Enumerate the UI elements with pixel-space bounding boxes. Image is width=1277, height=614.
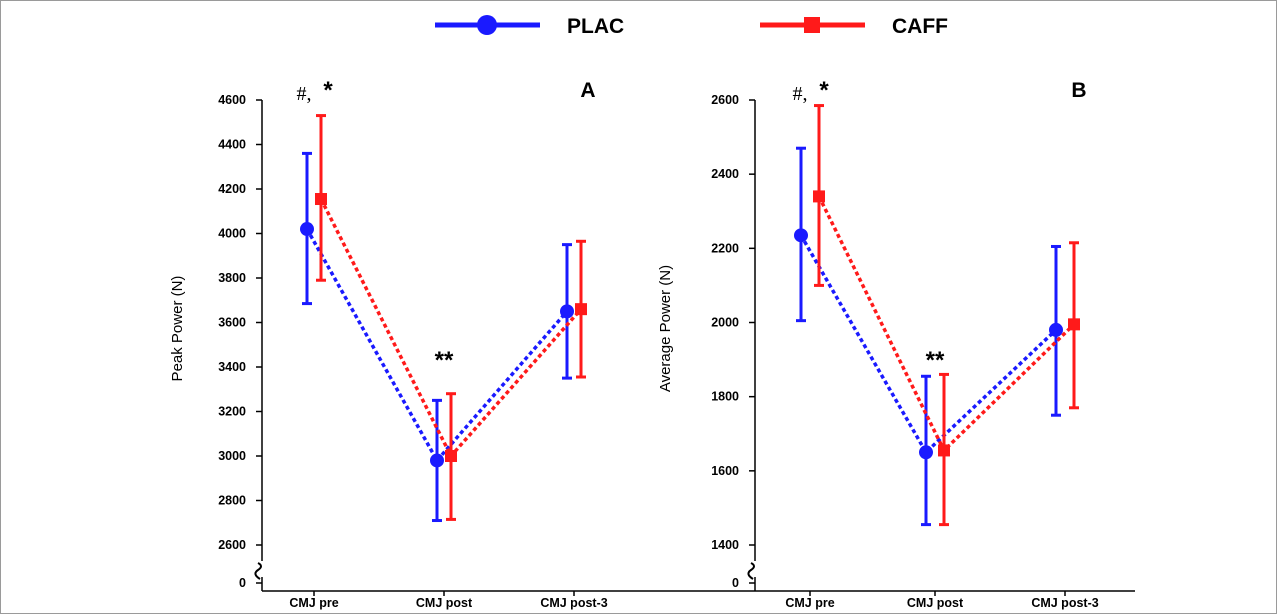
data-point-caff <box>445 450 457 462</box>
series-line-caff <box>817 195 1076 454</box>
legend-marker-caff <box>804 17 820 33</box>
data-point-caff <box>575 303 587 316</box>
legend-label-caff: CAFF <box>892 15 948 38</box>
annotation: * <box>819 77 829 104</box>
y-tick-label: 1400 <box>711 538 739 552</box>
y-tick-label: 3800 <box>218 271 246 285</box>
data-point-plac <box>794 228 808 243</box>
x-tick-label: CMJ pre <box>289 596 338 610</box>
x-tick-label: CMJ pre <box>785 596 834 610</box>
data-point-caff <box>315 193 327 206</box>
y-tick-label: 2200 <box>711 241 739 255</box>
y-tick-label: 0 <box>239 576 246 590</box>
annotation: ** <box>435 347 454 374</box>
data-point-plac <box>560 304 574 319</box>
data-point-plac <box>300 222 314 237</box>
annotation: * <box>323 77 333 104</box>
y-tick-label: 4000 <box>218 227 246 241</box>
annotation: ** <box>926 347 945 374</box>
annotation: #, <box>297 83 312 105</box>
data-point-plac <box>919 445 933 460</box>
panel-a: 0 2600 2800 3000 3200 3400 3600 3800 4000 4200 440… <box>169 77 755 610</box>
y-tick-label: 4600 <box>218 93 246 107</box>
legend: PLAC CAFF <box>435 15 948 38</box>
axis-break-mark <box>254 562 262 580</box>
y-tick-label: 4200 <box>218 182 246 196</box>
x-tick-label: CMJ post <box>416 596 473 610</box>
data-point-plac <box>430 453 444 468</box>
y-tick-label: 3400 <box>218 360 246 374</box>
data-point-caff <box>813 190 825 203</box>
legend-marker-plac <box>477 15 497 35</box>
x-tick-label: CMJ post-3 <box>1031 596 1098 610</box>
y-tick-label: 0 <box>732 576 739 590</box>
panel-b: 0 1400 1600 1800 2000 2200 2400 2600 CMJ pre CMJ … <box>657 77 1135 610</box>
y-tick-label: 3000 <box>218 449 246 463</box>
data-point-plac <box>1049 322 1063 337</box>
y-tick-label: 2600 <box>218 538 246 552</box>
panel-letter: B <box>1071 79 1086 102</box>
axis-break-mark <box>747 562 755 580</box>
x-tick-label: CMJ post <box>907 596 964 610</box>
y-tick-label: 1600 <box>711 464 739 478</box>
annotation: #, <box>793 83 808 105</box>
y-tick-label: 2000 <box>711 316 739 330</box>
y-tick-label: 3200 <box>218 405 246 419</box>
y-tick-label: 3600 <box>218 316 246 330</box>
data-point-caff <box>938 444 950 457</box>
y-tick-label: 4400 <box>218 138 246 152</box>
y-axis-label: Average Power (N) <box>657 265 674 392</box>
data-point-caff <box>1068 318 1080 331</box>
legend-entry-caff: CAFF <box>760 15 948 38</box>
y-axis-label: Peak Power (N) <box>169 276 186 382</box>
legend-label-plac: PLAC <box>567 15 624 38</box>
legend-entry-plac: PLAC <box>435 15 624 38</box>
y-tick-label: 2600 <box>711 93 739 107</box>
y-tick-label: 2800 <box>218 494 246 508</box>
panel-letter: A <box>580 79 595 102</box>
x-tick-label: CMJ post-3 <box>540 596 607 610</box>
y-tick-label: 1800 <box>711 390 739 404</box>
y-tick-label: 2400 <box>711 167 739 181</box>
